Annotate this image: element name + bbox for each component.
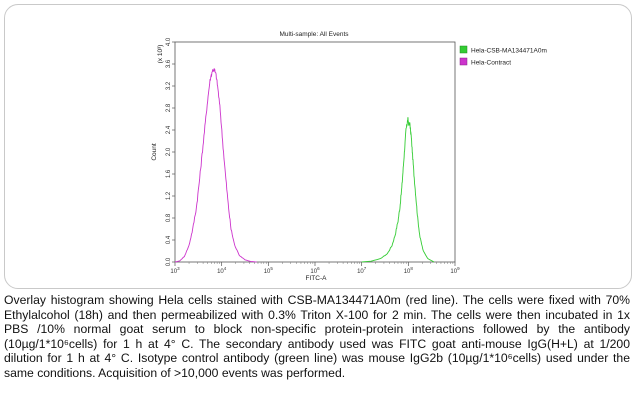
legend-label-green: Hela-CSB-MA134471A0m [471, 48, 547, 55]
x-tick-label: 109 [450, 266, 460, 275]
chart-title: Multi-sample: All Events [280, 31, 350, 38]
y-tick-label: 3.2 [166, 81, 172, 90]
figure-frame [4, 4, 632, 289]
legend-swatch-green [459, 45, 468, 54]
x-tick-label: 108 [404, 266, 414, 275]
caption-line: then incubated in 1x PBS /10% normal goa… [4, 307, 631, 337]
caption-line: mouse IgG2b (10µg/1*10⁶cells) used under… [4, 351, 630, 380]
series-line-magenta [174, 68, 257, 263]
caption-line: with 70% Ethylalcohol (18h) and then per… [4, 293, 631, 322]
series-line-green [361, 117, 435, 263]
y-axis-multiplier: (x 10³) [157, 45, 164, 64]
y-axis-label: Count [151, 143, 158, 161]
caption-line: Overlay histogram showing Hela cells sta… [4, 293, 575, 307]
plot-area-frame [174, 41, 456, 263]
y-tick-label: 3.6 [166, 59, 172, 68]
series-layer [174, 68, 435, 263]
histogram-chart: Multi-sample: All Events (x 10³) Count F… [151, 31, 547, 282]
y-tick-label: 0.4 [166, 235, 172, 244]
y-tick-label: 1.6 [166, 169, 172, 178]
x-tick-label: 105 [264, 266, 274, 275]
x-tick-label: 103 [170, 266, 180, 275]
x-tick-label: 104 [217, 266, 227, 275]
axes-ticks: 0.0 0.4 0.8 1.2 1.6 2.0 2.4 2.8 3.2 3.6 4.0 103 104 1… [166, 37, 460, 275]
y-tick-label: 2.4 [166, 125, 172, 134]
y-tick-label: 4.0 [166, 37, 172, 46]
caption-line: followed by the antibody (10µg/1*10⁶cell… [4, 322, 630, 351]
caption-line: performed. [286, 365, 346, 380]
legend-label-magenta: Hela-Contract [471, 60, 511, 67]
x-tick-label: 106 [310, 266, 320, 275]
y-tick-label: 0.8 [166, 213, 172, 222]
legend: Hela-CSB-MA134471A0m Hela-Contract [459, 45, 547, 67]
x-tick-label: 107 [357, 266, 367, 275]
caption-line: goat anti-mouse IgG(H+L) at 1/200 diluti… [4, 336, 630, 366]
y-tick-label: 1.2 [166, 191, 172, 200]
y-tick-label: 2.0 [166, 147, 172, 156]
y-tick-label: 2.8 [166, 103, 172, 112]
x-axis-label: FITC-A [306, 275, 328, 282]
legend-swatch-magenta [459, 57, 468, 66]
figure-caption: Overlay histogram showing Hela cells sta… [4, 293, 630, 381]
y-tick-label: 0.0 [166, 257, 172, 266]
